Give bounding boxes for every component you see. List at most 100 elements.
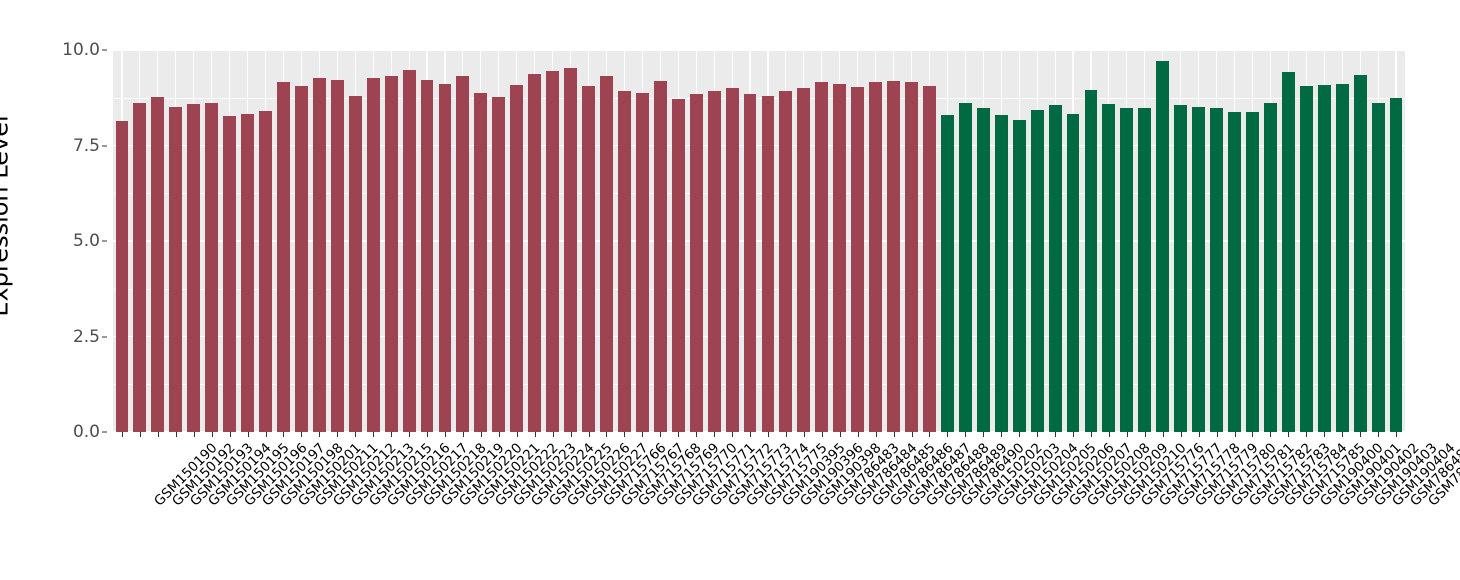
bar[interactable] bbox=[940, 114, 954, 432]
grid-line-minor bbox=[113, 288, 1405, 290]
bar[interactable] bbox=[330, 79, 344, 432]
bar[interactable] bbox=[1281, 72, 1295, 432]
bar[interactable] bbox=[133, 103, 147, 432]
bar[interactable] bbox=[797, 88, 811, 432]
bar[interactable] bbox=[1156, 61, 1170, 432]
bar[interactable] bbox=[528, 73, 542, 432]
bar[interactable] bbox=[653, 81, 667, 432]
bar[interactable] bbox=[707, 91, 721, 432]
bar[interactable] bbox=[438, 84, 452, 432]
x-axis-tick-mark bbox=[606, 432, 608, 437]
x-axis-tick-mark bbox=[319, 432, 321, 437]
bar[interactable] bbox=[958, 102, 972, 432]
bar[interactable] bbox=[384, 75, 398, 432]
bar[interactable] bbox=[1389, 97, 1403, 432]
bar[interactable] bbox=[312, 77, 326, 432]
x-axis-tick-mark bbox=[929, 432, 931, 437]
bar[interactable] bbox=[1012, 119, 1026, 432]
bar[interactable] bbox=[1246, 111, 1259, 432]
y-axis-tick-mark bbox=[102, 49, 107, 51]
y-axis-ticks: 0.0 2.5 5.0 7.5 10.0 bbox=[0, 0, 108, 580]
bar[interactable] bbox=[420, 79, 434, 432]
bar[interactable] bbox=[510, 85, 524, 432]
bar[interactable] bbox=[689, 93, 703, 432]
bar[interactable] bbox=[474, 92, 488, 432]
bar[interactable] bbox=[994, 114, 1008, 432]
bar[interactable] bbox=[277, 82, 290, 432]
bar[interactable] bbox=[1228, 111, 1241, 432]
bar[interactable] bbox=[923, 86, 936, 432]
bar[interactable] bbox=[259, 111, 272, 432]
bar[interactable] bbox=[366, 77, 380, 432]
x-axis-tick-mark bbox=[193, 432, 195, 437]
bar[interactable] bbox=[976, 108, 990, 432]
bar[interactable] bbox=[187, 104, 201, 432]
bar[interactable] bbox=[617, 91, 631, 432]
bar[interactable] bbox=[779, 91, 793, 432]
bar[interactable] bbox=[564, 68, 578, 432]
bar[interactable] bbox=[851, 87, 865, 432]
x-axis-tick-mark bbox=[732, 432, 734, 437]
bar[interactable] bbox=[1371, 102, 1385, 432]
x-axis-tick-mark bbox=[1126, 432, 1128, 437]
bar[interactable] bbox=[223, 115, 237, 432]
x-axis-tick-mark bbox=[265, 432, 267, 437]
bar[interactable] bbox=[1174, 105, 1188, 432]
bar[interactable] bbox=[1299, 86, 1313, 432]
bar[interactable] bbox=[743, 93, 757, 432]
bar[interactable] bbox=[1210, 108, 1224, 432]
bar[interactable] bbox=[241, 114, 255, 432]
x-axis-tick-mark bbox=[480, 432, 482, 437]
x-axis-tick-mark bbox=[1306, 432, 1308, 437]
bar[interactable] bbox=[492, 96, 506, 432]
bar[interactable] bbox=[725, 88, 739, 432]
grid-line-minor bbox=[113, 193, 1405, 195]
bar[interactable] bbox=[456, 75, 470, 432]
bar[interactable] bbox=[1335, 84, 1349, 432]
y-axis-tick-label: 10.0 bbox=[62, 40, 100, 60]
x-axis-tick-mark bbox=[983, 432, 985, 437]
bar[interactable] bbox=[1030, 110, 1044, 432]
bar[interactable] bbox=[635, 92, 649, 432]
bar[interactable] bbox=[402, 69, 416, 432]
bar[interactable] bbox=[1120, 108, 1134, 432]
x-axis-tick-mark bbox=[1019, 432, 1021, 437]
x-axis-tick-mark bbox=[857, 432, 859, 437]
plot-panel bbox=[113, 50, 1405, 432]
bar[interactable] bbox=[115, 120, 129, 432]
bar[interactable] bbox=[1066, 114, 1080, 432]
y-axis-tick-mark bbox=[102, 336, 107, 337]
grid-line-minor bbox=[113, 97, 1405, 99]
bar[interactable] bbox=[887, 81, 901, 432]
x-axis-tick-mark bbox=[1055, 432, 1057, 437]
bar[interactable] bbox=[1084, 90, 1098, 432]
bar[interactable] bbox=[833, 84, 847, 432]
bar[interactable] bbox=[169, 106, 183, 432]
bar[interactable] bbox=[1138, 108, 1152, 432]
x-axis-tick-mark bbox=[121, 432, 123, 437]
bar[interactable] bbox=[869, 82, 883, 432]
bar[interactable] bbox=[1317, 85, 1331, 432]
bar[interactable] bbox=[905, 82, 918, 432]
x-axis-tick-mark bbox=[1180, 432, 1182, 437]
bar[interactable] bbox=[546, 71, 560, 432]
bar[interactable] bbox=[815, 82, 829, 432]
bar[interactable] bbox=[205, 102, 219, 432]
x-axis-tick-mark bbox=[462, 432, 464, 437]
bar[interactable] bbox=[294, 86, 308, 432]
bar[interactable] bbox=[761, 95, 775, 432]
bar[interactable] bbox=[1192, 106, 1206, 432]
x-axis-tick-mark bbox=[498, 432, 500, 437]
bar[interactable] bbox=[1102, 104, 1116, 432]
bar[interactable] bbox=[582, 86, 595, 432]
x-axis-tick-mark bbox=[1270, 432, 1272, 437]
bar[interactable] bbox=[671, 98, 685, 432]
bar[interactable] bbox=[1048, 105, 1062, 432]
bar[interactable] bbox=[1353, 74, 1367, 432]
x-axis-tick-mark bbox=[175, 432, 177, 437]
bar[interactable] bbox=[600, 75, 613, 432]
x-axis-tick-mark bbox=[911, 432, 913, 437]
bar[interactable] bbox=[348, 95, 362, 432]
bar[interactable] bbox=[1263, 103, 1277, 432]
bar[interactable] bbox=[151, 96, 165, 432]
